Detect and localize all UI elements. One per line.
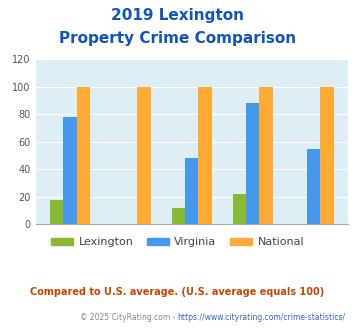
Bar (307, 149, 320, 224)
Text: 2019 Lexington: 2019 Lexington (111, 8, 244, 23)
Bar (171, 208, 185, 224)
Text: Property Crime Comparison: Property Crime Comparison (59, 31, 296, 46)
Bar (198, 87, 212, 224)
Bar (233, 194, 246, 224)
Bar (77, 87, 90, 224)
Bar (137, 87, 151, 224)
Bar (320, 87, 334, 224)
Bar (185, 158, 198, 224)
Bar (50, 200, 63, 224)
Text: Compared to U.S. average. (U.S. average equals 100): Compared to U.S. average. (U.S. average … (31, 287, 324, 297)
Bar (260, 87, 273, 224)
Text: https://www.cityrating.com/crime-statistics/: https://www.cityrating.com/crime-statist… (178, 314, 346, 322)
Bar (246, 103, 260, 224)
Bar (63, 117, 77, 224)
Legend: Lexington, Virginia, National: Lexington, Virginia, National (46, 233, 309, 252)
Text: © 2025 CityRating.com -: © 2025 CityRating.com - (80, 314, 178, 322)
